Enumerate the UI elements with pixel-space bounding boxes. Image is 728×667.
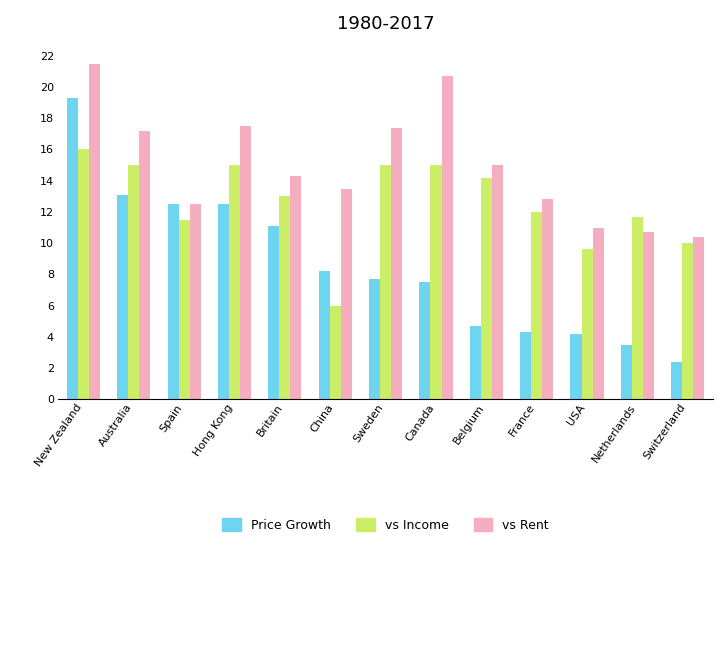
Bar — [280, 196, 290, 400]
Bar — [531, 212, 542, 400]
Bar — [369, 279, 380, 400]
Bar — [582, 249, 593, 400]
Bar — [430, 165, 441, 400]
Bar — [470, 326, 480, 400]
Bar — [117, 195, 128, 400]
Bar — [671, 362, 682, 400]
Bar — [480, 177, 492, 400]
Title: 1980-2017: 1980-2017 — [337, 15, 435, 33]
Bar — [632, 217, 643, 400]
Bar — [330, 305, 341, 400]
Bar — [128, 165, 139, 400]
Bar — [643, 232, 654, 400]
Bar — [89, 63, 100, 400]
Bar — [593, 227, 604, 400]
Bar — [682, 243, 693, 400]
Bar — [167, 204, 178, 400]
Bar — [240, 126, 251, 400]
Bar — [341, 189, 352, 400]
Bar — [218, 204, 229, 400]
Bar — [520, 332, 531, 400]
Bar — [67, 98, 78, 400]
Bar — [693, 237, 705, 400]
Bar — [319, 271, 330, 400]
Bar — [621, 345, 632, 400]
Bar — [492, 165, 503, 400]
Bar — [268, 226, 280, 400]
Bar — [229, 165, 240, 400]
Bar — [178, 220, 190, 400]
Bar — [190, 204, 201, 400]
Legend: Price Growth, vs Income, vs Rent: Price Growth, vs Income, vs Rent — [217, 514, 554, 537]
Bar — [380, 165, 391, 400]
Bar — [139, 131, 151, 400]
Bar — [419, 282, 430, 400]
Bar — [441, 76, 453, 400]
Bar — [290, 176, 301, 400]
Bar — [391, 127, 403, 400]
Bar — [542, 199, 553, 400]
Bar — [78, 149, 89, 400]
Bar — [571, 334, 582, 400]
